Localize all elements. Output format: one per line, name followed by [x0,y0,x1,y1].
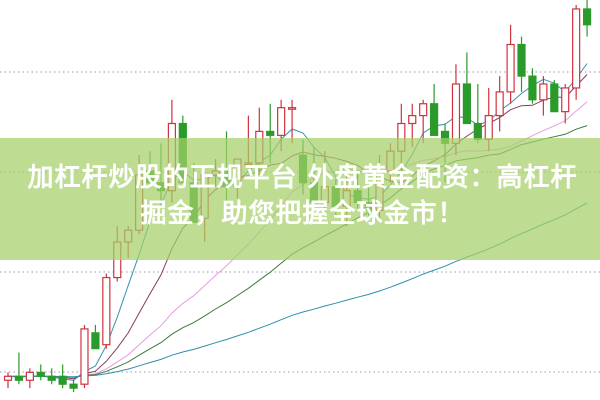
candle-body [91,332,100,350]
candle [506,24,515,104]
candle-body [572,8,581,89]
candle-body [451,83,461,144]
candle [528,68,537,104]
candle-body [506,43,515,93]
candle-body [80,328,89,385]
candle [36,364,45,381]
candle [419,99,428,144]
candle [102,273,111,349]
candle [550,80,559,113]
candle-body [539,83,548,101]
candle-body [462,83,471,125]
candle-body [528,75,537,101]
candle-body [102,276,111,346]
candle-body [36,371,45,377]
candle [582,0,592,37]
candle-body [495,91,504,117]
candle [561,84,570,124]
candle-body [25,371,34,381]
candle-body [14,375,24,381]
candle-body [582,8,592,26]
candle-body [561,87,570,113]
candle-body [266,130,275,136]
candle-body [47,375,56,381]
candle-body [484,114,493,140]
candle-body [408,114,417,125]
candle-body [58,375,67,385]
candle [14,352,24,385]
candle [495,76,504,132]
candle [91,324,100,350]
candle [287,99,297,144]
candle [3,372,13,389]
candle [462,52,471,125]
candle [47,368,56,385]
candle [430,84,439,136]
candle-body [430,103,439,136]
banner-overlay [0,138,600,260]
candle [80,324,89,389]
candle-body [69,383,78,389]
banner-title: 加杠杆炒股的正规平台 外盘黄金配资：高杠杆掘金，助您把握全球金市！ [27,163,578,229]
candle [572,5,581,100]
candle-body [287,107,297,110]
candle-body [517,43,526,77]
candle [473,84,482,144]
candle [517,36,526,92]
candle [539,76,548,116]
candle-body [419,103,428,117]
candle [25,368,34,389]
candle [58,364,67,389]
candle-body [550,83,559,113]
candle-body [3,375,13,381]
candle-body [277,107,286,136]
candle [69,380,78,393]
candle-body [473,122,482,140]
